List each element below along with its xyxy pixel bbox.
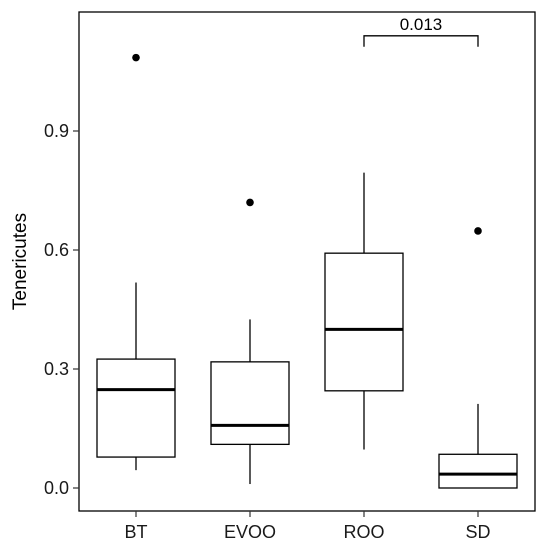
box-roo	[324, 252, 404, 392]
y-tick-label: 0.6	[44, 240, 69, 260]
y-tick-label: 0.9	[44, 121, 69, 141]
x-tick-label: EVOO	[224, 522, 276, 542]
y-tick-label: 0.0	[44, 478, 69, 498]
y-axis-title: Tenericutes	[10, 213, 31, 310]
box-evoo	[210, 361, 290, 446]
significance-bracket	[363, 35, 479, 47]
box-bt	[96, 358, 176, 458]
x-tick-label: ROO	[343, 522, 384, 542]
chart-marks: 0.0 0.3 0.6 0.9 BT EVOO ROO SD 0.013	[44, 11, 536, 542]
outlier-point	[474, 227, 482, 235]
significance-label: 0.013	[400, 15, 443, 34]
y-tick-label: 0.3	[44, 359, 69, 379]
outlier-point	[132, 53, 140, 62]
outlier-point	[246, 198, 254, 207]
x-tick-label: BT	[124, 522, 147, 542]
x-tick-label: SD	[465, 522, 490, 542]
plot-frame	[78, 11, 536, 512]
box-sd	[438, 453, 518, 489]
